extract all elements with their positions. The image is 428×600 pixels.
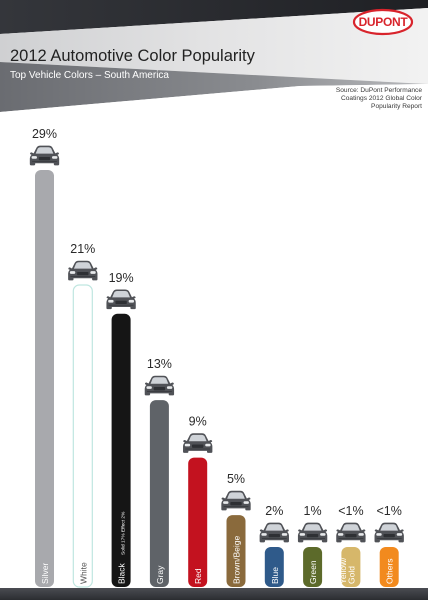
category-label: Gray — [155, 565, 165, 584]
category-label: Blue — [270, 567, 280, 584]
car-icon — [183, 433, 213, 453]
category-label: Silver — [40, 563, 50, 584]
header-banner: DUPONT 2012 Automotive Color Popularity … — [0, 0, 428, 120]
source-line: Coatings 2012 Global Color — [340, 95, 422, 103]
source-line: Source: DuPont Performance — [335, 87, 422, 94]
category-label: Yellow/ — [338, 557, 348, 584]
bar-white — [72, 284, 93, 588]
value-label: 21% — [70, 242, 95, 256]
value-label: <1% — [377, 504, 402, 518]
header-background — [0, 0, 428, 120]
value-label: 5% — [227, 472, 245, 486]
value-label: 2% — [265, 504, 283, 518]
car-icon — [336, 522, 366, 543]
bars-group: 29% Silver 21% White 19% Black Solid 17% Effec… — [29, 127, 404, 588]
bar-annotation: Solid 17% Effect 2% — [121, 511, 127, 555]
car-icon — [374, 522, 404, 543]
bar-green — [303, 547, 323, 587]
bottom-band — [0, 588, 428, 600]
chart-subtitle: Top Vehicle Colors – South America — [10, 70, 169, 81]
car-icon — [297, 522, 328, 543]
category-label: Black — [117, 562, 127, 584]
bar-brown-beige — [226, 515, 246, 587]
category-label: Brown/Beige — [232, 536, 242, 584]
bar-red — [188, 457, 208, 587]
car-icon — [144, 375, 175, 396]
dupont-logo: DUPONT — [352, 8, 414, 36]
value-label: 9% — [189, 415, 207, 429]
bar-black — [111, 313, 131, 587]
category-label: Red — [193, 568, 203, 584]
car-icon — [259, 522, 289, 543]
category-label: Gold — [346, 566, 356, 584]
car-icon — [29, 145, 60, 166]
value-label: <1% — [338, 504, 363, 518]
bar-gray — [149, 400, 169, 587]
value-label: 29% — [32, 127, 57, 141]
value-label: 1% — [304, 504, 322, 518]
car-icon — [68, 260, 98, 281]
source-line: Popularity Report — [371, 103, 422, 111]
chart-title: 2012 Automotive Color Popularity — [10, 47, 255, 65]
bar-others — [379, 547, 399, 587]
car-icon — [221, 490, 251, 511]
value-label: 19% — [109, 271, 134, 285]
value-label: 13% — [147, 357, 172, 371]
category-label: White — [78, 562, 88, 584]
bar-yellow-gold — [341, 547, 361, 587]
source-note: Source: DuPont Performance Coatings 2012… — [292, 87, 422, 112]
car-icon — [106, 289, 136, 310]
bar-blue — [264, 547, 284, 587]
logo-text: DUPONT — [358, 15, 408, 29]
category-label: Green — [308, 560, 318, 584]
category-label: Others — [385, 558, 395, 584]
bar-silver — [35, 170, 54, 587]
